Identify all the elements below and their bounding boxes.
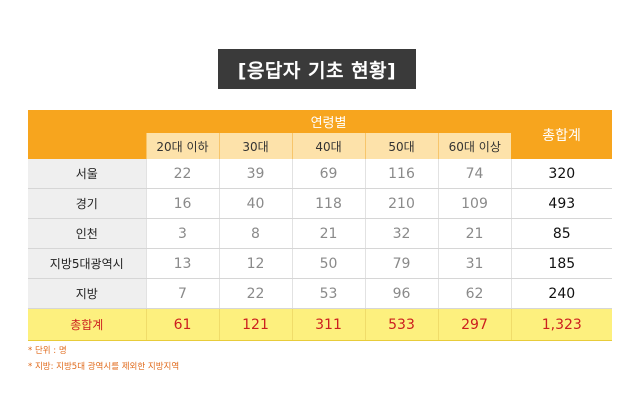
- value-cell: 22: [145, 159, 219, 189]
- age-column-header: 50대: [364, 133, 438, 159]
- page-title: [응답자 기초 현황]: [218, 49, 416, 89]
- age-column-header: 30대: [218, 133, 292, 159]
- region-label: 서울: [28, 159, 146, 189]
- sum-value-cell: 533: [364, 308, 438, 341]
- value-cell: 21: [291, 218, 365, 249]
- region-label: 지방5대광역시: [28, 248, 146, 279]
- total-header: 총합계: [511, 110, 613, 159]
- age-column-header: 20대 이하: [145, 133, 219, 159]
- table-row: 지방 7 22 53 96 62 240: [28, 278, 613, 309]
- region-label: 인천: [28, 218, 146, 249]
- age-column-header: 40대: [291, 133, 365, 159]
- value-cell: 8: [218, 218, 292, 249]
- value-cell: 62: [437, 278, 512, 309]
- sum-row: 총합계 61 121 311 533 297 1,323: [28, 308, 613, 341]
- value-cell: 22: [218, 278, 292, 309]
- row-total-cell: 493: [510, 188, 613, 219]
- row-total-cell: 185: [510, 248, 613, 279]
- sum-label: 총합계: [28, 308, 146, 341]
- region-header-cell: [28, 110, 146, 159]
- sum-value-cell: 311: [291, 308, 365, 341]
- table-row: 서울 22 39 69 116 74 320: [28, 159, 613, 189]
- value-cell: 31: [437, 248, 512, 279]
- value-cell: 116: [364, 159, 438, 189]
- value-cell: 40: [218, 188, 292, 219]
- value-cell: 109: [437, 188, 512, 219]
- sum-value-cell: 121: [218, 308, 292, 341]
- unit-note: * 단위 : 명: [28, 346, 67, 356]
- row-total-cell: 320: [510, 159, 613, 189]
- value-cell: 50: [291, 248, 365, 279]
- value-cell: 39: [218, 159, 292, 189]
- age-group-header: 연령별: [146, 110, 512, 133]
- value-cell: 16: [145, 188, 219, 219]
- value-cell: 13: [145, 248, 219, 279]
- value-cell: 3: [145, 218, 219, 249]
- table-row: 경기 16 40 118 210 109 493: [28, 188, 613, 219]
- value-cell: 7: [145, 278, 219, 309]
- row-total-cell: 240: [510, 278, 613, 309]
- row-total-cell: 85: [510, 218, 613, 249]
- value-cell: 210: [364, 188, 438, 219]
- sum-value-cell: 297: [437, 308, 512, 341]
- region-definition-note: * 지방: 지방5대 광역시를 제외한 지방지역: [28, 362, 180, 372]
- region-label: 경기: [28, 188, 146, 219]
- table-row: 지방5대광역시 13 12 50 79 31 185: [28, 248, 613, 279]
- table-row: 인천 3 8 21 32 21 85: [28, 218, 613, 249]
- value-cell: 118: [291, 188, 365, 219]
- age-column-header: 60대 이상: [437, 133, 512, 159]
- value-cell: 74: [437, 159, 512, 189]
- region-label: 지방: [28, 278, 146, 309]
- grand-total-cell: 1,323: [510, 308, 613, 341]
- value-cell: 53: [291, 278, 365, 309]
- value-cell: 12: [218, 248, 292, 279]
- value-cell: 21: [437, 218, 512, 249]
- value-cell: 79: [364, 248, 438, 279]
- value-cell: 69: [291, 159, 365, 189]
- footnotes: * 단위 : 명 * 지방: 지방5대 광역시를 제외한 지방지역: [28, 343, 179, 375]
- sum-value-cell: 61: [145, 308, 219, 341]
- value-cell: 32: [364, 218, 438, 249]
- value-cell: 96: [364, 278, 438, 309]
- respondent-table: 연령별 총합계 20대 이하 30대 40대 50대 60대 이상 서울 22 …: [28, 110, 613, 341]
